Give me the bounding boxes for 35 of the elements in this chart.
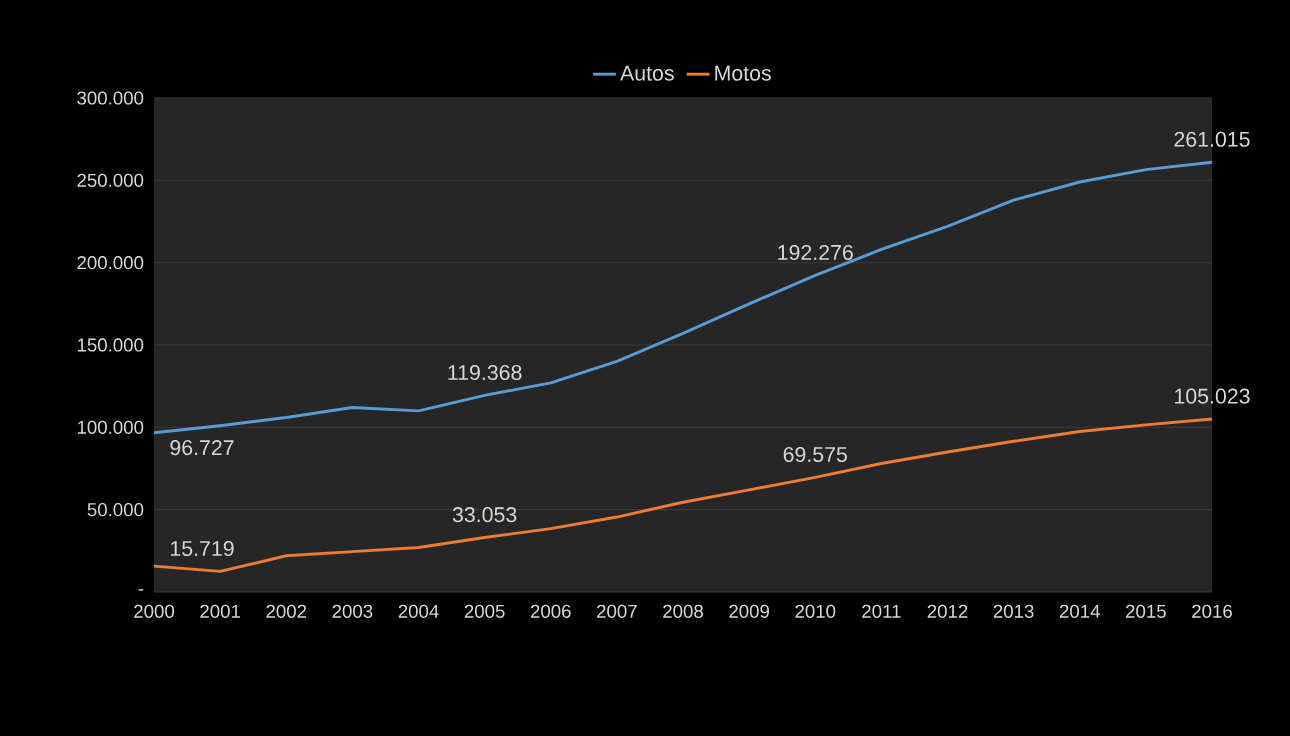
y-tick-label: 150.000 — [77, 338, 144, 352]
x-tick-label: 2008 — [663, 604, 703, 618]
y-tick-label: 50.000 — [87, 503, 144, 517]
data-label: 119.368 — [448, 364, 522, 381]
y-tick-label: 250.000 — [77, 173, 144, 187]
x-tick-label: 2010 — [795, 604, 836, 618]
x-tick-label: 2012 — [927, 604, 968, 618]
x-tick-label: 2009 — [729, 604, 769, 618]
x-tick-label: 2007 — [597, 604, 637, 618]
x-tick-label: 2013 — [993, 604, 1034, 618]
y-tick-label: - — [138, 589, 144, 591]
x-tick-label: 2004 — [398, 604, 439, 618]
y-tick-label: 100.000 — [77, 420, 144, 434]
data-label: 192.276 — [778, 244, 853, 260]
data-label: 15.719 — [171, 540, 234, 557]
data-label: 261.015 — [1174, 131, 1250, 147]
legend-label: Motos — [715, 65, 771, 81]
x-tick-label: 2015 — [1126, 604, 1166, 618]
x-tick-label: 2011 — [862, 604, 901, 618]
x-tick-label: 2006 — [530, 604, 571, 618]
data-label: 69.575 — [783, 446, 847, 463]
y-tick-label: 200.000 — [77, 256, 144, 270]
x-tick-label: 2002 — [266, 604, 307, 618]
x-tick-label: 2014 — [1059, 604, 1100, 618]
line-series — [152, 417, 1214, 573]
y-tick-label: 300.000 — [77, 91, 144, 105]
x-tick-label: 2016 — [1192, 604, 1232, 618]
data-label: 33.053 — [452, 507, 517, 523]
legend-label: Autos — [620, 65, 674, 81]
x-tick-label: 2005 — [464, 604, 505, 618]
data-label: 96.727 — [170, 440, 234, 456]
x-tick-label: 2003 — [332, 604, 373, 618]
x-tick-label: 2000 — [134, 604, 175, 618]
data-label: 105.023 — [1175, 388, 1250, 404]
x-tick-label: 2001 — [200, 604, 240, 618]
